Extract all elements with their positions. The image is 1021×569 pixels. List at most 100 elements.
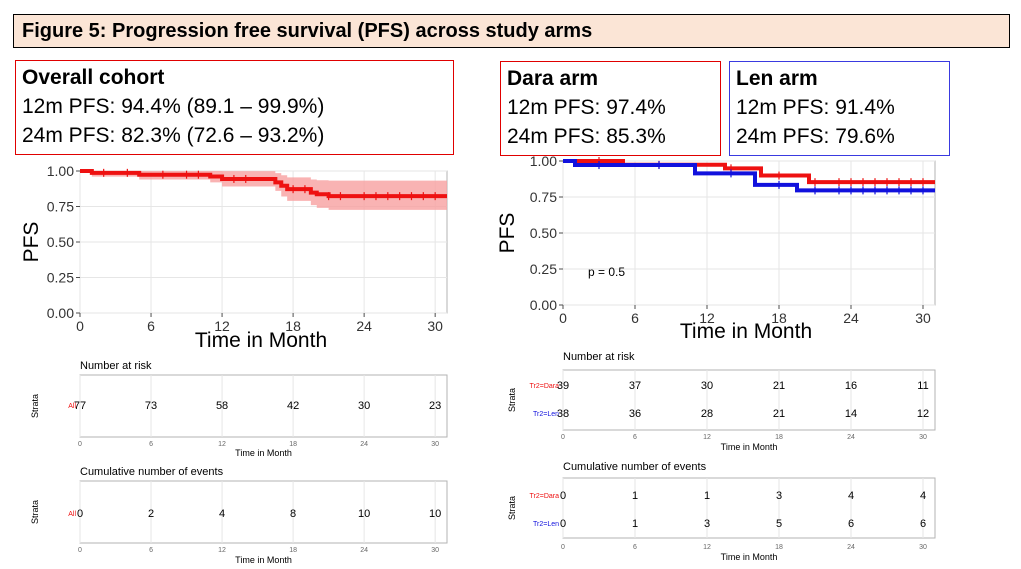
chart1-events-table-strata-label: Strata	[30, 500, 40, 524]
chart1-risk-table-title: Number at risk	[80, 360, 152, 372]
chart1-events-table-cell: 10	[429, 508, 441, 520]
chart2-events-table-title: Cumulative number of events	[563, 461, 707, 473]
chart1-events-table-xlabel: Time in Month	[235, 555, 292, 565]
chart1-y-tick-label: 0.00	[47, 305, 74, 321]
chart2-events-table-cell: 0	[560, 518, 566, 530]
chart1-events-table-cell: 8	[290, 508, 296, 520]
chart1-x-tick-label: 12	[214, 318, 230, 334]
chart1-events-table-panel	[79, 480, 448, 544]
overall-12m-pfs: 12m PFS: 94.4% (89.1 – 99.9%)	[22, 95, 325, 118]
chart1-x-tick-label: 18	[285, 318, 301, 334]
chart2-events-table-cell: 1	[632, 518, 638, 530]
chart1-risk-table-row-label: All	[68, 403, 76, 410]
len-arm-title: Len arm	[736, 67, 818, 90]
chart2-x-tick-label: 30	[915, 310, 931, 326]
chart2-x-tick-label: 18	[771, 310, 787, 326]
chart1-y-tick-label: 1.00	[47, 163, 74, 179]
chart2-risk-table-tick-label: 24	[847, 434, 855, 441]
figure-title: Figure 5: Progression free survival (PFS…	[13, 14, 1010, 48]
chart1-risk-table-cell: 23	[429, 400, 441, 412]
chart2-risk-table-cell: 14	[845, 408, 857, 420]
len-24m-pfs: 24m PFS: 79.6%	[736, 125, 895, 148]
chart2-risk-table-tick-label: 18	[775, 434, 783, 441]
chart1-risk-table-cell: 42	[287, 400, 299, 412]
chart1-events-table-cell: 10	[358, 508, 370, 520]
chart2-y-tick-label: 1.00	[530, 153, 557, 169]
chart2-series-tr2-dara-line	[563, 159, 935, 185]
chart1-events-table-cell: 2	[148, 508, 154, 520]
chart1-events-table-cell: 4	[219, 508, 225, 520]
chart1-risk-table-tick-label: 18	[289, 441, 297, 448]
chart1-y-tick-label: 0.50	[47, 234, 74, 250]
chart1-risk-table-cell: 30	[358, 400, 370, 412]
chart1-events-table-tick-label: 18	[289, 547, 297, 554]
chart2-events-table-tick-label: 24	[847, 544, 855, 551]
chart2-events-table-cell: 3	[776, 490, 782, 502]
chart2-risk-table-cell: 21	[773, 408, 785, 420]
overall-cohort-title: Overall cohort	[22, 66, 165, 89]
chart2-risk-table-cell: 21	[773, 380, 785, 392]
chart2-events-table-xlabel: Time in Month	[721, 552, 778, 562]
chart2-x-tick-label: 0	[559, 310, 567, 326]
chart2-risk-table-cell: 28	[701, 408, 713, 420]
chart1-y-axis-label: PFS	[20, 222, 43, 263]
chart2-risk-table-strata-label: Strata	[507, 388, 517, 412]
chart1-risk-table-tick-label: 30	[431, 441, 439, 448]
chart1-x-tick-label: 24	[356, 318, 372, 334]
chart1-events-table-tick-label: 6	[149, 547, 153, 554]
chart1-risk-table-cell: 73	[145, 400, 157, 412]
chart1-risk-table-panel	[79, 374, 448, 438]
dara-12m-pfs: 12m PFS: 97.4%	[507, 96, 666, 119]
dara-arm-box: Dara arm 12m PFS: 97.4% 24m PFS: 85.3%	[500, 61, 721, 156]
chart2-events-table-tick-label: 30	[919, 544, 927, 551]
chart2-risk-table-cell: 37	[629, 380, 641, 392]
chart2-risk-table-cell: 30	[701, 380, 713, 392]
chart2-events-table-tick-label: 0	[561, 544, 565, 551]
chart2-x-tick-label: 12	[699, 310, 715, 326]
dara-24m-pfs: 24m PFS: 85.3%	[507, 125, 666, 148]
chart1-x-tick-label: 30	[427, 318, 443, 334]
chart1-y-tick-label: 0.25	[47, 270, 74, 286]
chart2-risk-table-tick-label: 0	[561, 434, 565, 441]
chart2-risk-table-cell: 16	[845, 380, 857, 392]
chart1-risk-table-cell: 77	[74, 400, 86, 412]
chart1-risk-table-tick-label: 0	[78, 441, 82, 448]
chart1-y-tick-label: 0.75	[47, 199, 74, 215]
chart2-risk-table-cell: 39	[557, 380, 569, 392]
chart1-events-table-tick-label: 30	[431, 547, 439, 554]
len-arm-box: Len arm 12m PFS: 91.4% 24m PFS: 79.6%	[729, 61, 950, 156]
chart1-events-table-row-label: All	[68, 511, 76, 518]
chart2-events-table-strata-label: Strata	[507, 496, 517, 520]
chart2-risk-table-row-label: Tr2=Dara	[529, 383, 559, 390]
chart2-risk-table-panel	[562, 369, 936, 431]
chart2-events-table-cell: 6	[920, 518, 926, 530]
chart2-risk-table-xlabel: Time in Month	[721, 442, 778, 452]
chart2-y-axis-label: PFS	[496, 213, 519, 254]
chart2-risk-table-tick-label: 30	[919, 434, 927, 441]
chart1-series-all-line	[80, 169, 447, 199]
chart2-y-tick-label: 0.25	[530, 261, 557, 277]
chart2-events-table-cell: 6	[848, 518, 854, 530]
chart2-events-table-cell: 5	[776, 518, 782, 530]
chart1-risk-table-strata-label: Strata	[30, 394, 40, 418]
chart2-events-table-panel	[562, 477, 936, 539]
chart2-risk-table-row-label: Tr2=Len	[533, 411, 559, 418]
chart1-events-table-tick-label: 24	[360, 547, 368, 554]
chart1-risk-table-tick-label: 6	[149, 441, 153, 448]
chart2-events-table-cell: 0	[560, 490, 566, 502]
chart2-events-table-tick-label: 6	[633, 544, 637, 551]
chart2-risk-table-cell: 11	[917, 380, 928, 392]
chart2-y-tick-label: 0.00	[530, 297, 557, 313]
chart2-events-table-cell: 4	[920, 490, 926, 502]
chart2-series-tr2-len-line	[563, 159, 935, 193]
chart2-risk-table-title: Number at risk	[563, 351, 635, 363]
chart2-p-value: p = 0.5	[588, 265, 625, 279]
chart1-risk-table-xlabel: Time in Month	[235, 448, 292, 458]
chart2-risk-table-cell: 38	[557, 408, 569, 420]
chart1-risk-table-tick-label: 12	[218, 441, 226, 448]
chart2-risk-table-cell: 36	[629, 408, 641, 420]
chart2-risk-table-tick-label: 6	[633, 434, 637, 441]
chart1-events-table-tick-label: 12	[218, 547, 226, 554]
chart2-y-tick-label: 0.75	[530, 189, 557, 205]
